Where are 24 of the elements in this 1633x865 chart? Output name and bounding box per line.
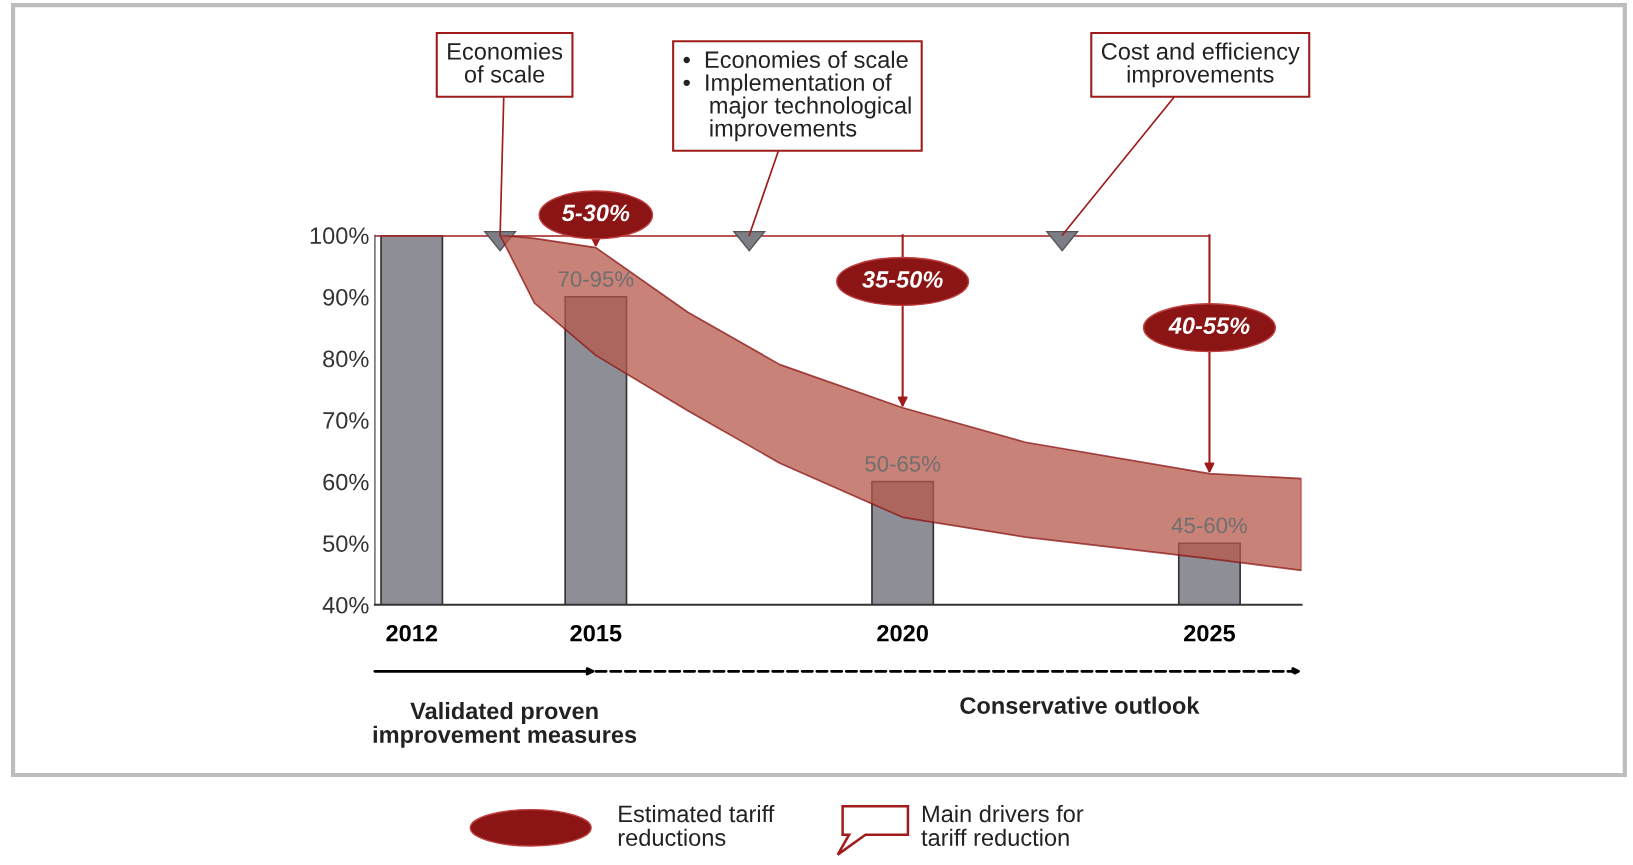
annotation: • Economies of scale • Implementation of major technological improvements (683, 50, 911, 142)
y-tick-label: 60% (323, 473, 369, 491)
text: Main drivers for tariff reduction (921, 804, 1084, 846)
x-tick-label: 2020 (877, 624, 928, 642)
text: Estimated tariff reductions (618, 804, 775, 846)
annotation: 50-65% (865, 455, 941, 472)
y-tick-label: 70% (323, 412, 369, 429)
y-tick-label: 90% (323, 288, 369, 306)
annotation: 45-60% (1171, 517, 1247, 534)
x-tick-label: 2025 (1184, 624, 1236, 642)
text: Conservative outlook (960, 696, 1200, 714)
y-tick-label: 40% (322, 596, 369, 614)
x-tick-label: 2012 (386, 624, 438, 642)
annotation: 70-95% (558, 271, 634, 287)
annotation: 35-50% (862, 271, 943, 288)
annotation: Cost and efficiency improvements (1101, 42, 1300, 88)
y-tick-label: 50% (323, 535, 369, 553)
annotation: 5-30% (561, 204, 630, 222)
annotation: 40-55% (1168, 317, 1250, 334)
y-tick-label: 100% (310, 227, 369, 245)
text: Validated proven improvement measures (373, 702, 637, 748)
y-tick-label: 80% (323, 350, 369, 368)
annotation: Economies of scale (448, 42, 563, 83)
x-tick-label: 2015 (570, 624, 622, 642)
